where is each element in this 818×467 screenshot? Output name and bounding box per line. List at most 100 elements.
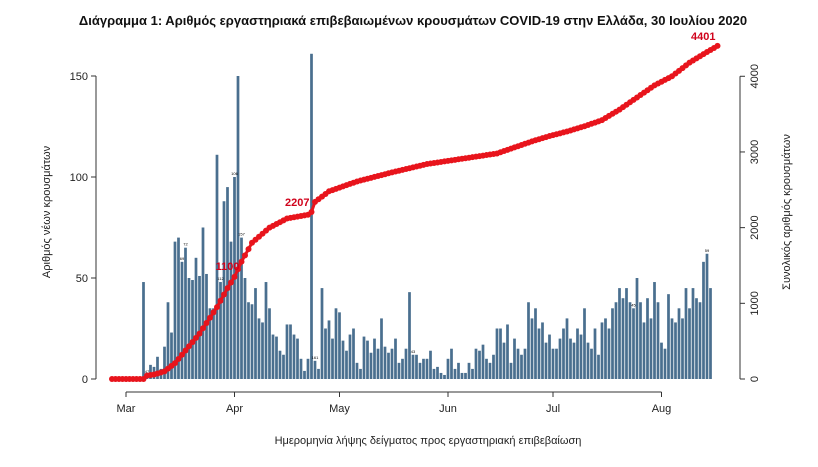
bar: [572, 342, 576, 379]
bar: [569, 338, 572, 379]
bar: [467, 362, 471, 379]
bar-data-label: 112: [217, 276, 224, 281]
bar: [681, 318, 684, 379]
bar: [142, 282, 145, 379]
bar: [215, 154, 219, 379]
bar: [705, 253, 709, 379]
bar: [506, 324, 509, 379]
bar: [674, 322, 677, 379]
cumulative-point: [224, 285, 231, 292]
bar: [355, 362, 359, 379]
cumulative-point: [235, 266, 241, 273]
bar: [460, 372, 464, 379]
bar: [205, 273, 208, 379]
bar: [446, 358, 450, 379]
bar: [499, 328, 502, 379]
bar: [198, 275, 201, 379]
bar: [432, 368, 436, 379]
bar: [583, 308, 586, 379]
bar: [376, 348, 380, 379]
bar: [194, 257, 198, 379]
bar: [156, 356, 159, 379]
bar: [698, 302, 702, 379]
left-axis: 0 50 100 150: [70, 71, 97, 386]
x-tick-label: Aug: [652, 403, 672, 415]
bar: [649, 318, 653, 379]
bar: [642, 322, 646, 379]
bar: [240, 237, 243, 379]
cumulative-point: [182, 347, 189, 354]
bar: [429, 350, 432, 379]
bar: [289, 324, 292, 379]
bar: [149, 364, 152, 379]
bar-data-label: 106: [231, 171, 238, 176]
cumulative-point: [217, 297, 224, 304]
bar: [243, 278, 247, 379]
bar: [604, 318, 607, 379]
cumulative-point: [193, 334, 199, 341]
bar: [646, 298, 649, 379]
bar: [208, 308, 212, 379]
bar: [173, 241, 177, 379]
bar: [313, 360, 317, 379]
bar: [614, 302, 618, 379]
bar: [621, 298, 625, 379]
bar: [187, 278, 191, 379]
bar: [359, 368, 362, 379]
left-tick-label: 150: [70, 71, 88, 83]
bar: [695, 298, 698, 379]
bar: [688, 308, 691, 379]
bar: [541, 322, 544, 379]
bar: [516, 348, 520, 379]
bar: [310, 53, 313, 379]
left-tick-label: 50: [76, 273, 88, 285]
bar: [408, 292, 411, 379]
bar: [226, 187, 229, 379]
bar: [341, 340, 345, 379]
bar: [184, 247, 187, 379]
right-tick-label: 2000: [749, 215, 761, 239]
cumulative-point: [221, 291, 227, 298]
bar: [285, 324, 289, 379]
bar: [271, 334, 275, 379]
cumulative-line-layer: [109, 42, 721, 382]
bar: [544, 342, 548, 379]
bar: [653, 282, 656, 379]
bar: [422, 358, 425, 379]
bar: [331, 338, 334, 379]
bar: [628, 302, 632, 379]
bar: [632, 308, 635, 379]
bar: [478, 350, 481, 379]
cumulative-point: [245, 246, 252, 253]
bar: [537, 328, 541, 379]
right-tick-label: 4000: [749, 64, 761, 88]
bar: [369, 352, 373, 379]
bar-data-label: 59: [705, 248, 710, 253]
bar: [362, 336, 366, 379]
bar: [457, 362, 460, 379]
bar: [474, 348, 478, 379]
bar: [590, 348, 593, 379]
bar: [383, 346, 387, 379]
bar: [236, 76, 240, 379]
bar: [201, 227, 205, 379]
bar: [488, 362, 492, 379]
bar: [555, 348, 558, 379]
bar: [212, 308, 215, 379]
bar: [404, 348, 408, 379]
cumulative-point: [175, 355, 182, 362]
bar: [492, 354, 495, 379]
x-axis: Mar Apr May Jun Jul Aug: [117, 391, 672, 415]
bar: [520, 354, 523, 379]
bar-labels-layer: 47 69 72 112 106 157 161 43 45 59: [145, 171, 710, 374]
bar: [450, 348, 453, 379]
cumulative-point: [172, 360, 178, 367]
cumulative-point: [242, 252, 248, 259]
x-axis-label: Ημερομηνία λήψης δείγματος προς εργαστηρ…: [275, 435, 582, 447]
bar-data-label: 69: [180, 256, 185, 261]
bar: [443, 374, 446, 379]
cumulative-point: [228, 279, 234, 286]
bar: [611, 308, 614, 379]
bar: [170, 332, 173, 379]
bar: [299, 358, 303, 379]
